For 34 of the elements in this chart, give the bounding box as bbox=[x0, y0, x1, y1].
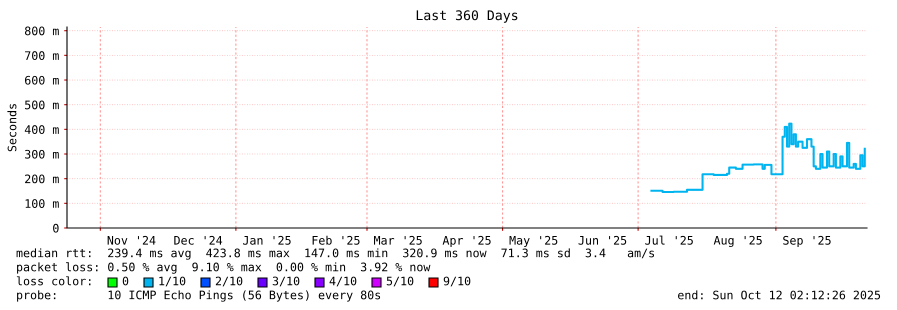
y-tick-label: 700 m bbox=[25, 51, 59, 60]
y-tick-label: 500 m bbox=[25, 100, 59, 110]
x-tick-label: Feb '25 bbox=[312, 236, 360, 245]
x-tick-label: Jul '25 bbox=[645, 236, 693, 245]
y-tick-label: 600 m bbox=[25, 76, 59, 85]
text: 9/10 bbox=[444, 276, 470, 286]
y-axis-title: Seconds bbox=[7, 104, 16, 152]
x-tick-label: May '25 bbox=[510, 236, 558, 247]
text: 2/10 bbox=[216, 276, 242, 286]
chart-title: Last 360 Days bbox=[416, 10, 518, 23]
x-tick-label: Mar '25 bbox=[374, 236, 422, 245]
y-tick-label: 400 m bbox=[24, 125, 59, 134]
text: end: Sun Oct 12 02:12:26 2025 bbox=[678, 290, 880, 300]
y-tick-label: 800 m bbox=[24, 26, 59, 36]
text: packet loss: 0.50 % avg 9.10 % max 0.00 % min 3.92 % now bbox=[17, 262, 430, 274]
x-tick-label: Apr '25 bbox=[442, 236, 491, 247]
text: loss color: bbox=[16, 276, 90, 286]
y-tick-label: 200 m bbox=[25, 174, 59, 184]
x-tick-label: Nov '24 bbox=[108, 236, 156, 245]
y-tick-label: 300 m bbox=[25, 150, 59, 159]
y-tick-label: 0 bbox=[53, 224, 59, 233]
text: 4/10 bbox=[330, 276, 356, 286]
x-tick-label: Aug '25 bbox=[714, 236, 762, 247]
text: median rtt: 239.4 ms avg 423.8 ms max 147.0 ms min 320.9 ms now 71.3 ms sd 3.4 am/s bbox=[16, 248, 654, 260]
text: 1/10 bbox=[159, 276, 186, 286]
x-tick-label: Dec '24 bbox=[174, 236, 222, 245]
text: 3/10 bbox=[272, 276, 300, 286]
text: probe: 10 ICMP Echo Pings (56 Bytes) every 80s bbox=[17, 290, 380, 302]
x-tick-label: Sep '25 bbox=[783, 236, 831, 247]
x-tick-label: Jun '25 bbox=[578, 236, 626, 245]
text: 5/10 bbox=[386, 276, 414, 286]
text: 0 bbox=[122, 276, 128, 286]
y-tick-label: 100 m bbox=[26, 199, 59, 208]
x-tick-label: Jan '25 bbox=[243, 236, 291, 245]
